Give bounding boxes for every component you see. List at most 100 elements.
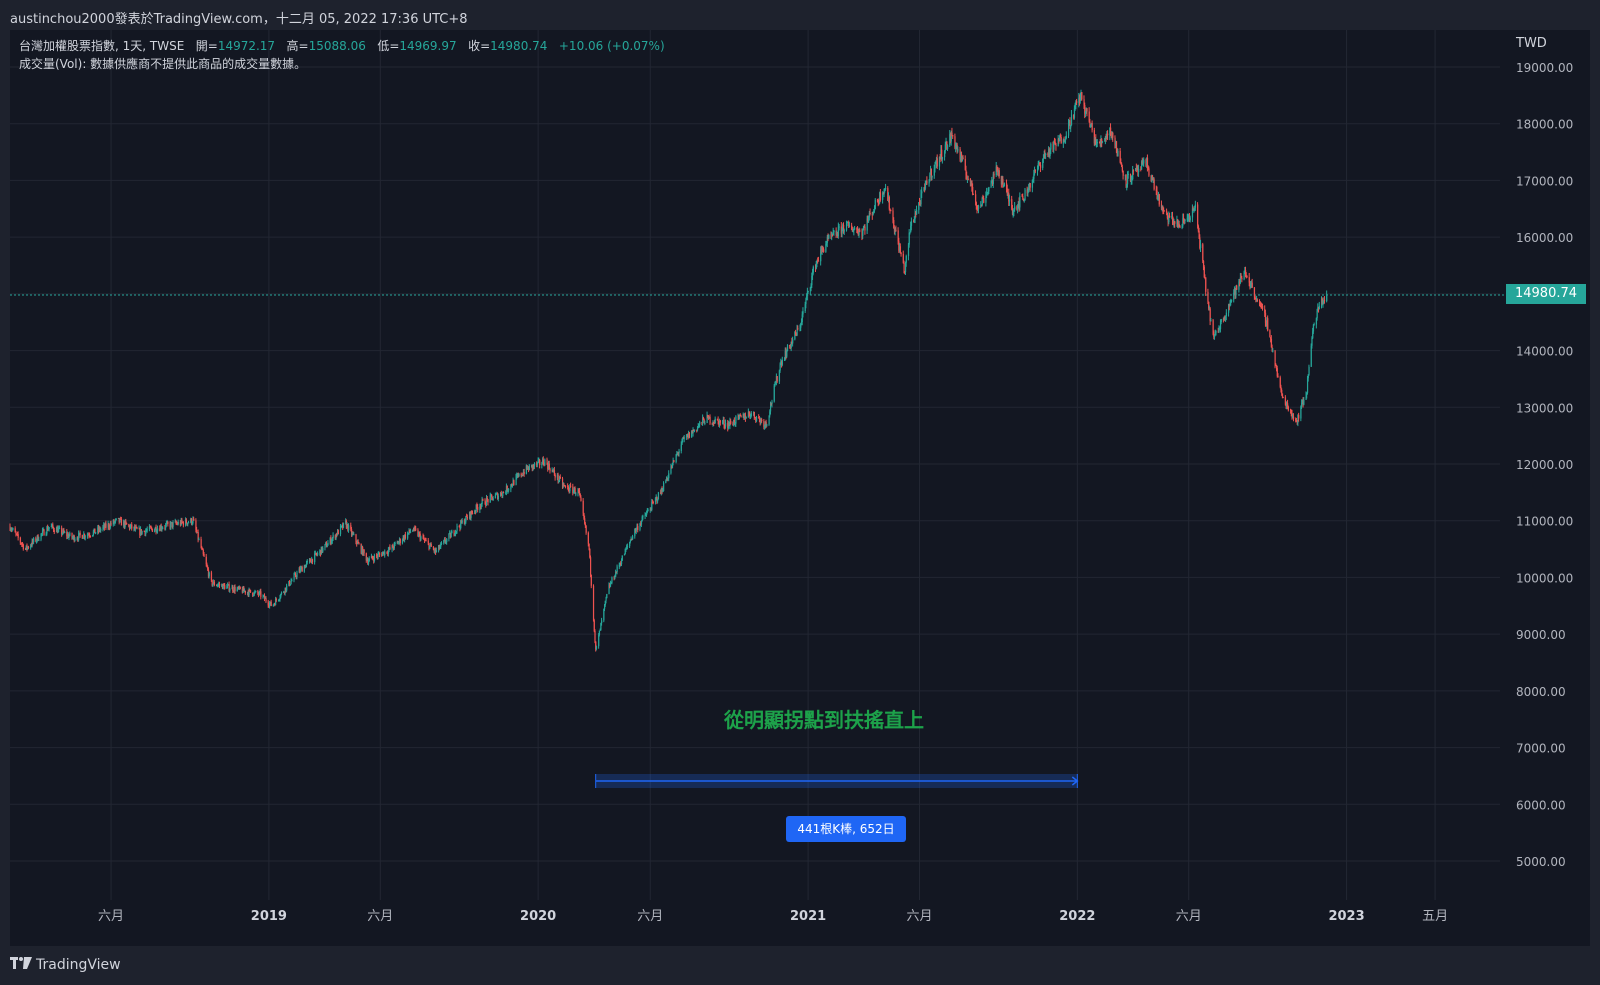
candle-body	[131, 524, 133, 529]
candle-body	[1034, 170, 1036, 175]
candle-body	[221, 584, 224, 589]
range-arrow-head	[1071, 776, 1079, 786]
candle-body	[285, 587, 287, 591]
candle-body	[172, 522, 174, 527]
candle-body	[1234, 288, 1236, 296]
candle-body	[511, 485, 514, 487]
candle-body	[1083, 99, 1085, 106]
candle-body	[358, 543, 360, 545]
candle-body	[1280, 386, 1282, 391]
symbol-name: 台灣加權股票指數, 1天, TWSE	[19, 39, 185, 53]
candle-body	[525, 465, 528, 474]
candle-body	[1178, 223, 1180, 226]
candle-body	[410, 531, 412, 533]
candle-body	[521, 475, 523, 477]
candle-body	[512, 480, 514, 486]
candle-body	[845, 223, 848, 231]
candle-body	[377, 553, 379, 557]
candle-body	[1160, 204, 1163, 209]
candle-body	[334, 535, 336, 539]
candle-body	[459, 526, 461, 529]
candle-body	[1048, 149, 1051, 157]
candle-body	[280, 594, 282, 598]
candle-body	[84, 534, 86, 538]
candle-body	[275, 599, 277, 601]
candle-body	[976, 205, 978, 209]
candle-body	[992, 174, 994, 185]
candle-body	[290, 581, 292, 585]
candle-body	[224, 585, 226, 589]
candle-body	[1033, 174, 1035, 179]
candle-body	[941, 157, 944, 160]
candle-body	[484, 499, 486, 505]
candle-body	[797, 328, 799, 330]
candle-body	[105, 523, 107, 528]
candle-body	[12, 528, 14, 530]
annotation-text[interactable]: 從明顯拐點到扶搖直上	[724, 708, 924, 732]
candle-body	[1098, 141, 1101, 143]
candle-body	[699, 422, 701, 425]
candle-body	[879, 192, 882, 200]
candle-body	[1062, 139, 1065, 144]
candle-body	[935, 158, 938, 164]
candle-body	[848, 225, 851, 227]
candle-body	[165, 523, 168, 525]
candle-body	[1259, 302, 1261, 304]
candle-body	[455, 531, 457, 535]
candle-body	[781, 359, 783, 365]
candle-body	[784, 359, 786, 361]
time-tick-label: 2022	[1059, 909, 1095, 924]
candle-body	[1060, 137, 1062, 144]
candle-body	[662, 491, 664, 493]
candle-body	[1210, 320, 1212, 322]
candle-body	[458, 525, 460, 527]
candle-body	[88, 534, 90, 536]
candle-body	[1073, 114, 1075, 118]
candle-body	[87, 534, 89, 536]
candle-body	[433, 549, 435, 552]
candle-body	[78, 533, 80, 540]
price-tick-label: 11000.00	[1516, 515, 1573, 529]
candle-body	[51, 524, 53, 527]
candle-body	[758, 417, 761, 419]
candle-body	[629, 541, 631, 547]
close-value: 14980.74	[490, 39, 548, 53]
candle-body	[570, 485, 572, 487]
candle-body	[938, 156, 941, 167]
candle-body	[325, 543, 327, 545]
price-tick-label: 13000.00	[1516, 401, 1573, 415]
candle-body	[944, 144, 947, 151]
candle-body	[53, 530, 55, 532]
candle-body	[1043, 154, 1045, 159]
candle-body	[613, 577, 615, 579]
candle-body	[739, 414, 741, 416]
candle-body	[1034, 170, 1036, 172]
candle-body	[1300, 406, 1302, 419]
chart-area[interactable]	[10, 30, 1590, 946]
time-tick-label: 五月	[1422, 909, 1448, 924]
candle-body	[1029, 182, 1031, 188]
candle-body	[490, 494, 492, 496]
candle-body	[480, 506, 482, 508]
candle-body	[496, 493, 498, 495]
range-badge[interactable]: 441根K棒, 652日	[786, 816, 906, 842]
candle-body	[857, 232, 859, 236]
candle-body	[389, 547, 391, 550]
candle-body	[830, 234, 832, 237]
candle-body	[640, 520, 643, 525]
candle-body	[141, 531, 143, 534]
candle-body	[1107, 133, 1109, 136]
candle-body	[294, 573, 297, 577]
candle-body	[1115, 141, 1117, 145]
candle-body	[626, 546, 628, 550]
candle-body	[654, 498, 657, 503]
candle-body	[1063, 139, 1065, 142]
candle-body	[750, 413, 753, 416]
candle-body	[1209, 308, 1211, 322]
candle-body	[1173, 221, 1175, 225]
candle-body	[523, 472, 525, 474]
candle-body	[1039, 164, 1042, 168]
candle-body	[794, 331, 796, 340]
candle-body	[859, 230, 861, 232]
tradingview-logo[interactable]: TradingView	[10, 957, 121, 973]
